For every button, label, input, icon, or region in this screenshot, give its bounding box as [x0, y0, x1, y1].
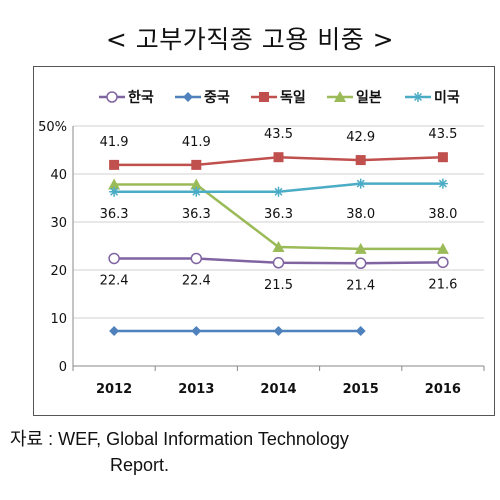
circle-marker [272, 257, 285, 269]
data-labels: 22.4 22.4 21.5 21.4 21.6 41.9 41.9 43.5 42.9 43.5… [100, 127, 458, 293]
source-note: 자료 : WEF, Global Information Technology … [10, 426, 500, 478]
circle-marker [190, 252, 203, 265]
diamond-marker [109, 325, 120, 336]
x-tick-label: 2012 [96, 382, 132, 397]
data-label: 41.9 [182, 135, 211, 150]
star-stroke [438, 179, 447, 188]
star-stroke [274, 187, 283, 196]
data-label: 36.3 [100, 207, 129, 222]
series-group [108, 152, 449, 336]
circle-marker [108, 252, 120, 265]
data-label: 21.4 [346, 278, 375, 293]
source-line-2: Report. [110, 455, 170, 475]
star-marker [437, 178, 448, 189]
data-label: 38.0 [346, 207, 375, 222]
data-label: 22.4 [182, 273, 211, 288]
data-label: 43.5 [264, 127, 293, 142]
y-tick-label: 30 [50, 216, 67, 231]
diamond-marker [183, 92, 193, 102]
triangle-marker [334, 91, 346, 102]
chart-title: < 고부가직종 고용 비중 > [105, 25, 395, 54]
star-stroke [356, 179, 365, 188]
data-label: 38.0 [428, 207, 457, 222]
square-marker [259, 92, 269, 102]
legend-label: 한국 [128, 90, 154, 106]
triangle-marker [272, 240, 285, 252]
legend-label: 일본 [356, 90, 382, 106]
square-marker [273, 152, 284, 163]
y-tick-label: 50% [38, 120, 67, 135]
star-stroke [110, 187, 119, 196]
triangle-marker [436, 242, 449, 254]
y-tick-label: 20 [50, 264, 67, 279]
diamond-marker [273, 325, 284, 336]
triangle-marker [190, 178, 203, 190]
legend-label: 중국 [204, 90, 230, 106]
square-marker [109, 159, 120, 170]
y-tick-label: 0 [59, 360, 67, 375]
data-label: 22.4 [100, 273, 129, 288]
x-tick-label: 2014 [260, 382, 296, 397]
data-label: 36.3 [264, 207, 293, 222]
diamond-marker [191, 325, 202, 336]
source-line-1: 자료 : WEF, Global Information Technology [10, 429, 349, 449]
data-label: 21.5 [264, 278, 293, 293]
star-stroke [413, 92, 423, 102]
circle-marker [106, 91, 118, 103]
data-label: 41.9 [100, 135, 129, 150]
legend-label: 독일 [280, 90, 306, 106]
axes: 0 10 20 30 40 50% 2012 2013 2014 2015 2016 [38, 120, 485, 397]
y-tick-label: 10 [50, 312, 67, 327]
chart-frame [33, 66, 495, 416]
circle-marker [354, 257, 367, 270]
legend-label: 미국 [434, 90, 460, 106]
data-label: 43.5 [428, 127, 457, 142]
data-label: 42.9 [346, 130, 375, 145]
data-label: 21.6 [428, 277, 457, 292]
x-tick-label: 2015 [343, 382, 379, 397]
square-marker [191, 159, 202, 170]
circle-marker [437, 256, 449, 269]
x-tick-label: 2013 [178, 382, 214, 397]
y-tick-label: 40 [50, 168, 67, 183]
star-marker [191, 186, 202, 197]
star-marker [355, 178, 366, 189]
square-marker [437, 152, 448, 163]
star-marker [273, 186, 284, 197]
star-marker [413, 92, 423, 102]
x-tick-label: 2016 [425, 382, 461, 397]
star-stroke [192, 187, 201, 196]
triangle-marker [354, 242, 367, 254]
triangle-marker [108, 178, 121, 190]
star-marker [109, 186, 120, 197]
grid-lines [73, 125, 484, 319]
data-label: 36.3 [182, 207, 211, 222]
legend: 한국 중국 독일 일본 미국 [99, 90, 460, 106]
square-marker [355, 155, 366, 166]
diamond-marker [355, 325, 366, 336]
